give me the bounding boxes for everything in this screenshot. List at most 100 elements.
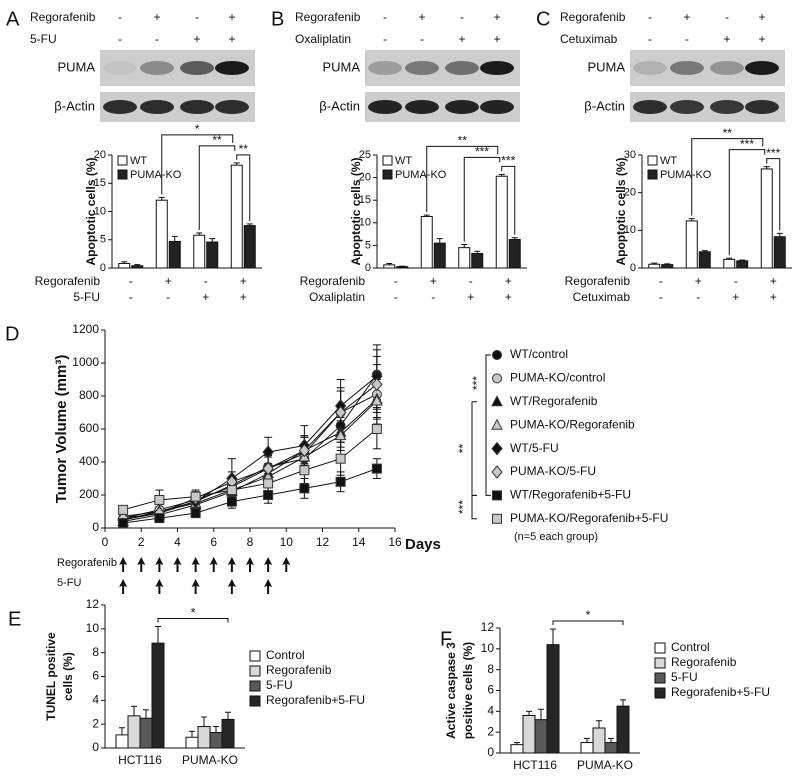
y-tick-label: 600 <box>79 421 99 435</box>
bar <box>396 266 409 269</box>
significance-label: *** <box>470 376 484 390</box>
treatment-label: Oxaliplatin <box>309 290 365 304</box>
treatment-sign: + <box>758 10 765 24</box>
significance-bracket <box>198 145 236 230</box>
treatment-sign: + <box>770 274 777 288</box>
treatment-sign: - <box>420 32 424 46</box>
legend-label: 5-FU <box>671 670 698 684</box>
blot-band <box>103 100 137 114</box>
legend-marker <box>492 513 502 524</box>
blot-band <box>445 61 479 75</box>
significance-label: *** <box>766 146 780 160</box>
y-tick-label: 15 <box>359 194 371 206</box>
treatment-sign: - <box>383 10 387 24</box>
treatment-label: 5-FU <box>73 290 100 304</box>
blot-band <box>405 61 439 75</box>
bar <box>760 168 773 269</box>
bar <box>592 727 606 754</box>
dosing-arrow <box>155 579 164 594</box>
treatment-label: Cetuximab <box>573 290 631 304</box>
legend-label: WT/5-FU <box>510 441 559 455</box>
y-tick-label: 2 <box>92 716 99 730</box>
y-axis-label: Active caspase 3 <box>444 642 458 739</box>
bar <box>383 264 396 269</box>
legend-marker <box>491 418 503 430</box>
series-line <box>123 384 378 519</box>
panel-label: D <box>5 323 19 345</box>
legend-swatch <box>249 650 261 662</box>
significance-bracket <box>426 145 499 213</box>
legend-marker <box>492 490 502 501</box>
legend-swatch <box>654 642 666 654</box>
legend-label: WT <box>395 155 412 167</box>
y-tick-label: 12 <box>86 597 100 611</box>
treatment-sign: - <box>383 32 387 46</box>
treatment-sign: - <box>195 10 199 24</box>
blot-label: β-Actin <box>584 98 625 113</box>
marker <box>335 453 346 464</box>
significance-label: *** <box>475 145 489 159</box>
y-axis-label: TUNEL positive <box>44 632 58 721</box>
treatment-sign: - <box>685 32 689 46</box>
treatment-sign: + <box>493 32 500 46</box>
treatment-sign: + <box>430 274 437 288</box>
treatment-sign: + <box>458 32 465 46</box>
dosing-label: 5-FU <box>57 577 82 589</box>
legend-swatch <box>249 695 261 707</box>
dosing-arrow <box>264 557 273 572</box>
blot-band <box>670 100 704 114</box>
marker <box>299 465 310 476</box>
legend-label: WT/Regorafenib+5-FU <box>510 488 631 502</box>
x-tick-label: 0 <box>102 535 109 549</box>
marker <box>334 405 347 420</box>
treatment-label: Regorafenib <box>35 274 101 288</box>
y-tick-label: 6 <box>487 683 494 697</box>
blot-band <box>670 61 704 75</box>
marker <box>154 513 165 524</box>
marker <box>299 483 310 494</box>
bar <box>185 736 199 749</box>
legend-swatch <box>654 687 666 699</box>
y-tick-label: 10 <box>94 205 106 217</box>
y-tick-label: 2 <box>487 724 494 738</box>
blot-band <box>103 61 137 75</box>
treatment-sign: - <box>659 274 663 288</box>
legend-label: WT <box>660 155 677 167</box>
treatment-sign: + <box>493 10 500 24</box>
y-tick-label: 12 <box>481 620 495 634</box>
legend-marker <box>491 395 503 407</box>
legend-swatch <box>382 155 393 166</box>
treatment-sign: + <box>732 290 739 304</box>
blot-band <box>710 61 744 75</box>
dosing-arrow <box>191 557 200 572</box>
x-tick-label: PUMA-KO <box>577 758 633 772</box>
bar <box>546 644 560 754</box>
significance-bracket <box>501 165 516 235</box>
legend-swatch <box>654 657 666 669</box>
bar <box>604 742 618 754</box>
bar <box>698 251 711 269</box>
x-tick-label: 6 <box>210 535 217 549</box>
blot-band <box>368 61 402 75</box>
legend-marker <box>491 441 503 456</box>
series-line <box>123 468 378 524</box>
bar <box>723 258 736 269</box>
y-tick-label: 0 <box>630 262 636 274</box>
x-tick-label: 14 <box>352 535 366 549</box>
y-tick-label: 15 <box>94 177 106 189</box>
treatment-sign: + <box>153 10 160 24</box>
bar <box>471 253 484 269</box>
blot-band <box>633 100 667 114</box>
treatment-sign: + <box>758 32 765 46</box>
legend-label: Regorafenib+5-FU <box>266 693 365 707</box>
significance-bracket <box>471 494 477 520</box>
marker <box>298 443 311 458</box>
bar <box>151 642 165 749</box>
significance-label: * <box>586 608 591 622</box>
marker <box>118 504 129 515</box>
dosing-arrow <box>173 557 182 572</box>
dosing-arrow <box>227 557 236 572</box>
x-tick-label: 4 <box>174 535 181 549</box>
bar <box>648 263 661 269</box>
treatment-sign: - <box>204 274 208 288</box>
